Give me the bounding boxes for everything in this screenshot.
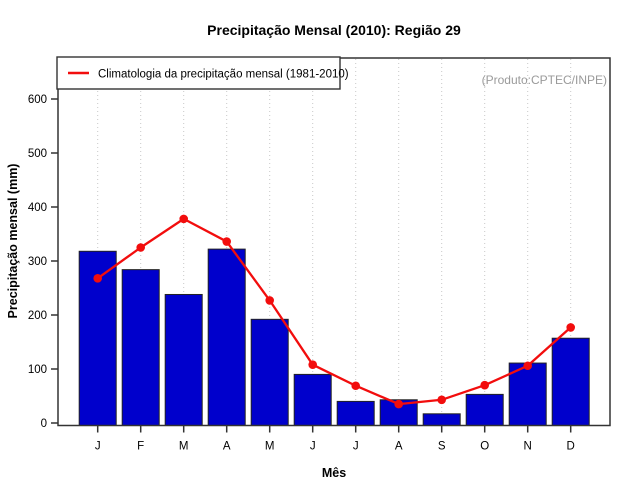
climatology-point-F2 [136,243,145,252]
bar-F2 [121,269,160,427]
x-tick-label: F [137,441,144,453]
climatology-point-J1 [93,273,102,283]
y-tick-label: 200 [28,310,47,322]
y-tick-label: 100 [28,364,47,376]
climatology-line [97,217,572,406]
x-tick-label: A [223,441,231,453]
bar-N11 [508,362,547,426]
y-tick-label: 0 [41,418,47,430]
bar-D12 [551,337,590,426]
x-tick-label: J [310,441,316,453]
y-tick-label: 600 [28,94,47,106]
bar-M5 [250,318,289,427]
legend-label: Climatologia da precipitação mensal (198… [98,69,349,81]
x-tick-label: S [438,441,446,453]
bar-S9 [422,413,461,427]
x-tick-label: J [353,441,359,453]
y-tick-label: 400 [28,202,47,214]
bar-O10 [465,393,504,427]
chart-title: Precipitação Mensal (2010): Região 29 [207,22,461,38]
climatology-point-O10 [480,380,490,390]
x-tick-label: D [567,441,575,453]
x-tick-label: M [265,441,275,453]
x-axis-title: Mês [322,466,346,480]
bar-M3 [164,293,203,427]
climatology-point-J7 [351,381,361,391]
x-tick-label: O [480,441,489,453]
bar-J6 [293,373,332,426]
climatology-point-A8 [394,399,404,409]
x-tick-label: M [179,441,189,453]
x-tick-label: J [95,441,101,453]
legend-box [56,56,341,90]
x-tick-label: N [524,441,532,453]
climatology-point-S9 [437,395,447,405]
climatology-point-M5 [265,296,275,305]
y-axis-title: Precipitação mensal (mm) [6,164,20,319]
legend: Climatologia da precipitação mensal (198… [56,56,349,90]
climatology-point-D12 [566,323,575,332]
bar-A4 [207,248,246,426]
x-tick-label: A [395,441,403,453]
bar-J7 [336,400,375,426]
climatology-point-A4 [222,237,231,246]
climatology-point-J6 [308,360,318,369]
y-tick-label: 300 [28,256,47,268]
climatology-point-N11 [523,361,532,371]
climatology-point-M3 [179,214,188,224]
y-tick-label: 500 [28,148,47,160]
plot-area: 0 100 200 300 400 500 600 J F M A M J J A S O N D [28,57,611,453]
watermark-label: (Produto:CPTEC/INPE) [482,73,607,87]
